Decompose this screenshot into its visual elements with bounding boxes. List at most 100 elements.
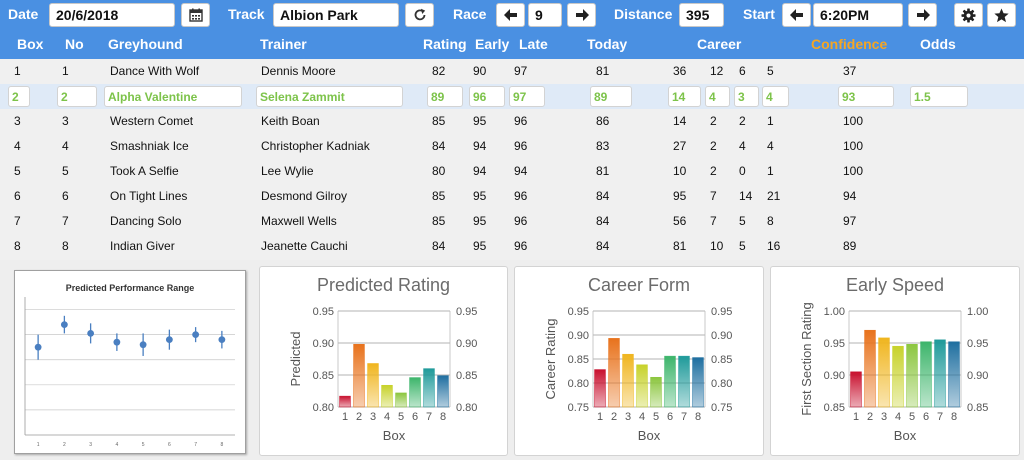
table-row[interactable]: 5 5 Took A Selfie Lee Wylie 80 94 94 81 … [0, 159, 1024, 184]
cell-rating: 84 [432, 239, 446, 253]
cell-no: 6 [62, 189, 69, 203]
table-row[interactable]: 7 7 Dancing Solo Maxwell Wells 85 95 96 … [0, 209, 1024, 234]
bar [608, 338, 620, 408]
cell-career-starts: 81 [673, 239, 687, 253]
table-row[interactable]: 3 3 Western Comet Keith Boan 85 95 96 86… [0, 109, 1024, 134]
bar [395, 392, 407, 408]
favourite-button[interactable] [987, 3, 1016, 27]
y-axis-label: Predicted [288, 332, 303, 387]
cell-box[interactable]: 2 [8, 86, 30, 107]
cell-today[interactable]: 89 [590, 86, 632, 107]
bar [906, 344, 918, 408]
race-next-button[interactable] [567, 3, 596, 27]
cell-trainer[interactable]: Selena Zammit [256, 86, 403, 107]
cell-box: 8 [14, 239, 21, 253]
cell-career-thirds[interactable]: 4 [762, 86, 789, 107]
col-header-box[interactable]: Box [17, 36, 44, 52]
y-tick-label-right: 0.95 [456, 306, 477, 318]
table-row[interactable]: 8 8 Indian Giver Jeanette Cauchi 84 95 9… [0, 234, 1024, 259]
distance-field[interactable]: 395 [679, 3, 724, 27]
bar [353, 344, 365, 408]
x-tick-label: 1 [597, 411, 603, 423]
cell-career-seconds: 4 [739, 139, 746, 153]
cell-greyhound: Indian Giver [110, 239, 175, 253]
table-row[interactable]: 6 6 On Tight Lines Desmond Gilroy 85 95 … [0, 184, 1024, 209]
bar [850, 371, 862, 408]
cell-career-thirds: 21 [767, 189, 781, 203]
calendar-button[interactable] [181, 3, 210, 27]
table-row[interactable]: 4 4 Smashniak Ice Christopher Kadniak 84… [0, 134, 1024, 159]
cell-late[interactable]: 97 [509, 86, 545, 107]
cell-trainer: Dennis Moore [261, 64, 336, 78]
col-header-no[interactable]: No [65, 36, 84, 52]
cell-early[interactable]: 96 [469, 86, 505, 107]
start-next-button[interactable] [908, 3, 937, 27]
bar [892, 345, 904, 408]
data-point [87, 329, 95, 337]
race-field[interactable]: 9 [528, 3, 562, 27]
x-tick-label: 7 [426, 411, 432, 423]
refresh-button[interactable] [405, 3, 434, 27]
bar [692, 357, 704, 408]
start-prev-button[interactable] [782, 3, 811, 27]
col-header-odds[interactable]: Odds [920, 36, 956, 52]
cell-career-seconds[interactable]: 3 [734, 86, 759, 107]
cell-no[interactable]: 2 [57, 86, 97, 107]
cell-career-firsts[interactable]: 4 [705, 86, 730, 107]
cell-career-starts: 95 [673, 189, 687, 203]
bar [678, 355, 690, 408]
cell-trainer: Lee Wylie [261, 164, 314, 178]
cell-odds[interactable]: 1.5 [910, 86, 968, 107]
arrow-left-icon [503, 9, 517, 21]
start-field[interactable]: 6:20PM [813, 3, 903, 27]
early-speed-chart: 0.85 0.85 0.90 0.90 0.95 0.95 1.00 1.00 1 2 3 4 5 6 7 8… [799, 302, 988, 443]
chart-title: Predicted Performance Range [65, 283, 195, 293]
career-form-panel: Career Form 0.75 0.75 0.80 0.80 0.85 0.85 0.90… [514, 266, 764, 456]
col-header-today[interactable]: Today [587, 36, 628, 52]
x-tick-label: 7 [681, 411, 687, 423]
col-header-early[interactable]: Early [475, 36, 510, 52]
runners-table: 1 1 Dance With Wolf Dennis Moore 82 90 9… [0, 59, 1024, 260]
date-field[interactable]: 20/6/2018 [49, 3, 175, 27]
x-axis-label: Box [638, 428, 661, 443]
date-label: Date [8, 6, 39, 22]
race-prev-button[interactable] [496, 3, 525, 27]
bar [409, 377, 421, 408]
cell-confidence: 100 [843, 114, 864, 128]
cell-no: 3 [62, 114, 69, 128]
career-form-chart: 0.75 0.75 0.80 0.80 0.85 0.85 0.90 0.90 0.95 0.95… [543, 306, 732, 443]
cell-no: 5 [62, 164, 69, 178]
cell-confidence[interactable]: 93 [838, 86, 894, 107]
col-header-late[interactable]: Late [519, 36, 548, 52]
settings-button[interactable] [954, 3, 983, 27]
col-header-trainer[interactable]: Trainer [260, 36, 307, 52]
cell-box: 3 [14, 114, 21, 128]
table-row[interactable]: 1 1 Dance With Wolf Dennis Moore 82 90 9… [0, 59, 1024, 84]
cell-greyhound[interactable]: Alpha Valentine [104, 86, 242, 107]
calendar-icon [188, 8, 203, 22]
cell-trainer: Keith Boan [261, 114, 320, 128]
arrow-right-icon [575, 9, 589, 21]
y-tick-label-right: 0.95 [967, 338, 988, 350]
y-tick-label-right: 0.90 [456, 338, 477, 350]
cell-late: 96 [514, 239, 528, 253]
cell-confidence: 37 [843, 64, 857, 78]
cell-career-starts[interactable]: 14 [668, 86, 701, 107]
col-header-confidence[interactable]: Confidence [811, 36, 888, 52]
cell-early: 95 [473, 239, 487, 253]
col-header-rating[interactable]: Rating [423, 36, 467, 52]
y-tick-label-right: 0.85 [456, 370, 477, 382]
x-tick-label: 3 [89, 442, 92, 448]
col-header-greyhound[interactable]: Greyhound [108, 36, 183, 52]
track-field[interactable]: Albion Park [273, 3, 399, 27]
x-tick-label: 6 [667, 411, 673, 423]
cell-career-starts: 10 [673, 164, 687, 178]
cell-rating[interactable]: 89 [427, 86, 463, 107]
col-header-career[interactable]: Career [697, 36, 742, 52]
y-tick-label-left: 0.90 [568, 330, 589, 342]
table-row-selected[interactable]: 2 2 Alpha Valentine Selena Zammit 89 96 … [0, 84, 1024, 109]
early-speed-panel: Early Speed 0.85 0.85 0.90 0.90 0.95 0.95 1.00… [770, 266, 1020, 456]
x-tick-label: 4 [384, 411, 390, 423]
cell-today: 81 [596, 64, 610, 78]
bar [878, 337, 890, 408]
